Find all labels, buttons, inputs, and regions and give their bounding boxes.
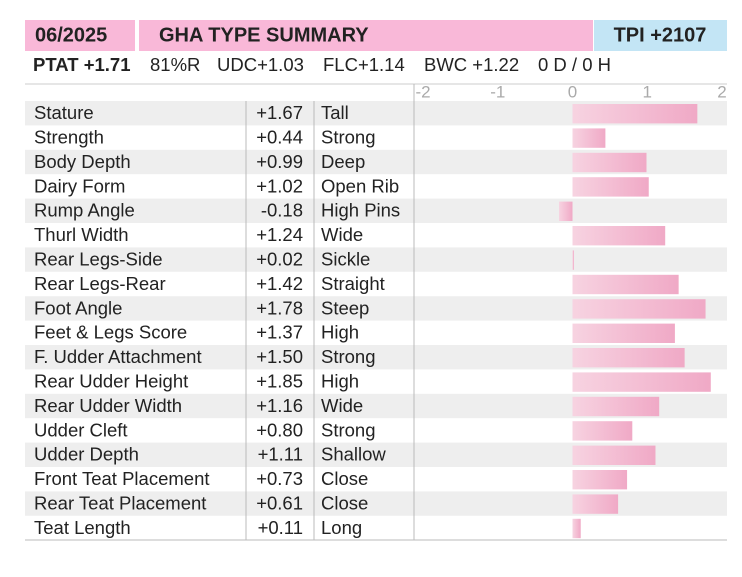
bar: [572, 348, 685, 368]
bar: [572, 226, 666, 246]
index: UDC+1.03: [217, 54, 304, 75]
bar: [572, 421, 633, 441]
trait: Feet & Legs Score: [34, 322, 187, 343]
index: 81%R: [150, 54, 200, 75]
header-divider: [135, 20, 139, 51]
index: FLC+1.14: [323, 54, 405, 75]
trait: Udder Depth: [34, 444, 139, 465]
value-label: +1.37: [256, 322, 303, 343]
value-label: +0.02: [256, 248, 303, 269]
descriptor: Close: [321, 468, 368, 489]
bar: [572, 445, 656, 465]
descriptor: Wide: [321, 395, 363, 416]
tpi-box: [594, 20, 727, 51]
descriptor: Tall: [321, 102, 349, 123]
trait: Rear Legs-Side: [34, 248, 163, 269]
descriptor: Strong: [321, 126, 376, 147]
descriptor: Long: [321, 517, 362, 538]
descriptor: Shallow: [321, 444, 386, 465]
descriptor: Sickle: [321, 248, 370, 269]
value-label: -0.18: [261, 200, 303, 221]
index: BWC +1.22: [424, 54, 519, 75]
descriptor: Steep: [321, 297, 369, 318]
value-label: +1.85: [256, 370, 303, 391]
trait: Rear Udder Height: [34, 370, 188, 391]
bar: [572, 518, 581, 539]
descriptor: Strong: [321, 346, 376, 367]
bar: [572, 250, 574, 270]
trait: Body Depth: [34, 151, 131, 172]
descriptor: Strong: [321, 419, 376, 440]
x-tick-label: 1: [643, 82, 652, 101]
x-tick-label: 0: [568, 82, 577, 101]
header-bar: [25, 20, 593, 51]
bar: [572, 372, 711, 392]
bar: [572, 299, 706, 319]
index: PTAT +1.71: [33, 54, 131, 75]
x-tick-label: -1: [490, 82, 505, 101]
value-label: +1.42: [256, 273, 303, 294]
value-label: +1.50: [256, 346, 303, 367]
value-label: +1.67: [256, 102, 303, 123]
descriptor: Open Rib: [321, 175, 399, 196]
bar: [572, 494, 619, 514]
row-stripe: [25, 198, 727, 223]
value-label: +0.11: [258, 517, 303, 538]
bar: [559, 201, 573, 221]
trait: Strength: [34, 126, 104, 147]
trait: Rear Udder Width: [34, 395, 182, 416]
descriptor: High: [321, 322, 359, 343]
value-label: +1.16: [256, 395, 303, 416]
value-label: +1.11: [258, 444, 303, 465]
title: GHA TYPE SUMMARY: [159, 24, 369, 46]
bar: [572, 274, 679, 295]
x-tick-label: -2: [415, 82, 430, 101]
trait: Udder Cleft: [34, 419, 128, 440]
bar: [572, 152, 647, 173]
trait: Foot Angle: [34, 297, 122, 318]
trait: Dairy Form: [34, 175, 125, 196]
descriptor: High Pins: [321, 200, 400, 221]
bar: [572, 128, 606, 148]
trait: Stature: [34, 102, 94, 123]
trait: F. Udder Attachment: [34, 346, 202, 367]
trait: Thurl Width: [34, 224, 129, 245]
bar: [572, 470, 628, 490]
bar: [572, 396, 660, 417]
descriptor: Close: [321, 492, 368, 513]
row-stripe: [25, 247, 727, 272]
value-label: +1.24: [256, 224, 303, 245]
bar: [572, 323, 675, 343]
descriptor: Deep: [321, 151, 365, 172]
value-label: +1.02: [256, 175, 303, 196]
value-label: +0.44: [256, 126, 303, 147]
tpi: TPI +2107: [614, 24, 707, 46]
value-label: +0.61: [256, 492, 303, 513]
bar: [572, 177, 649, 197]
x-tick-label: 2: [717, 82, 726, 101]
date: 06/2025: [35, 24, 107, 46]
trait: Rear Teat Placement: [34, 492, 206, 513]
trait: Rump Angle: [34, 200, 135, 221]
value-label: +0.73: [256, 468, 303, 489]
value-label: +0.80: [256, 419, 303, 440]
index: 0 D / 0 H: [538, 54, 611, 75]
descriptor: Straight: [321, 273, 385, 294]
trait: Teat Length: [34, 517, 131, 538]
bar: [572, 104, 698, 124]
descriptor: Wide: [321, 224, 363, 245]
trait: Front Teat Placement: [34, 468, 210, 489]
value-label: +0.99: [256, 151, 303, 172]
trait: Rear Legs-Rear: [34, 273, 166, 294]
value-label: +1.78: [256, 297, 303, 318]
descriptor: High: [321, 370, 359, 391]
